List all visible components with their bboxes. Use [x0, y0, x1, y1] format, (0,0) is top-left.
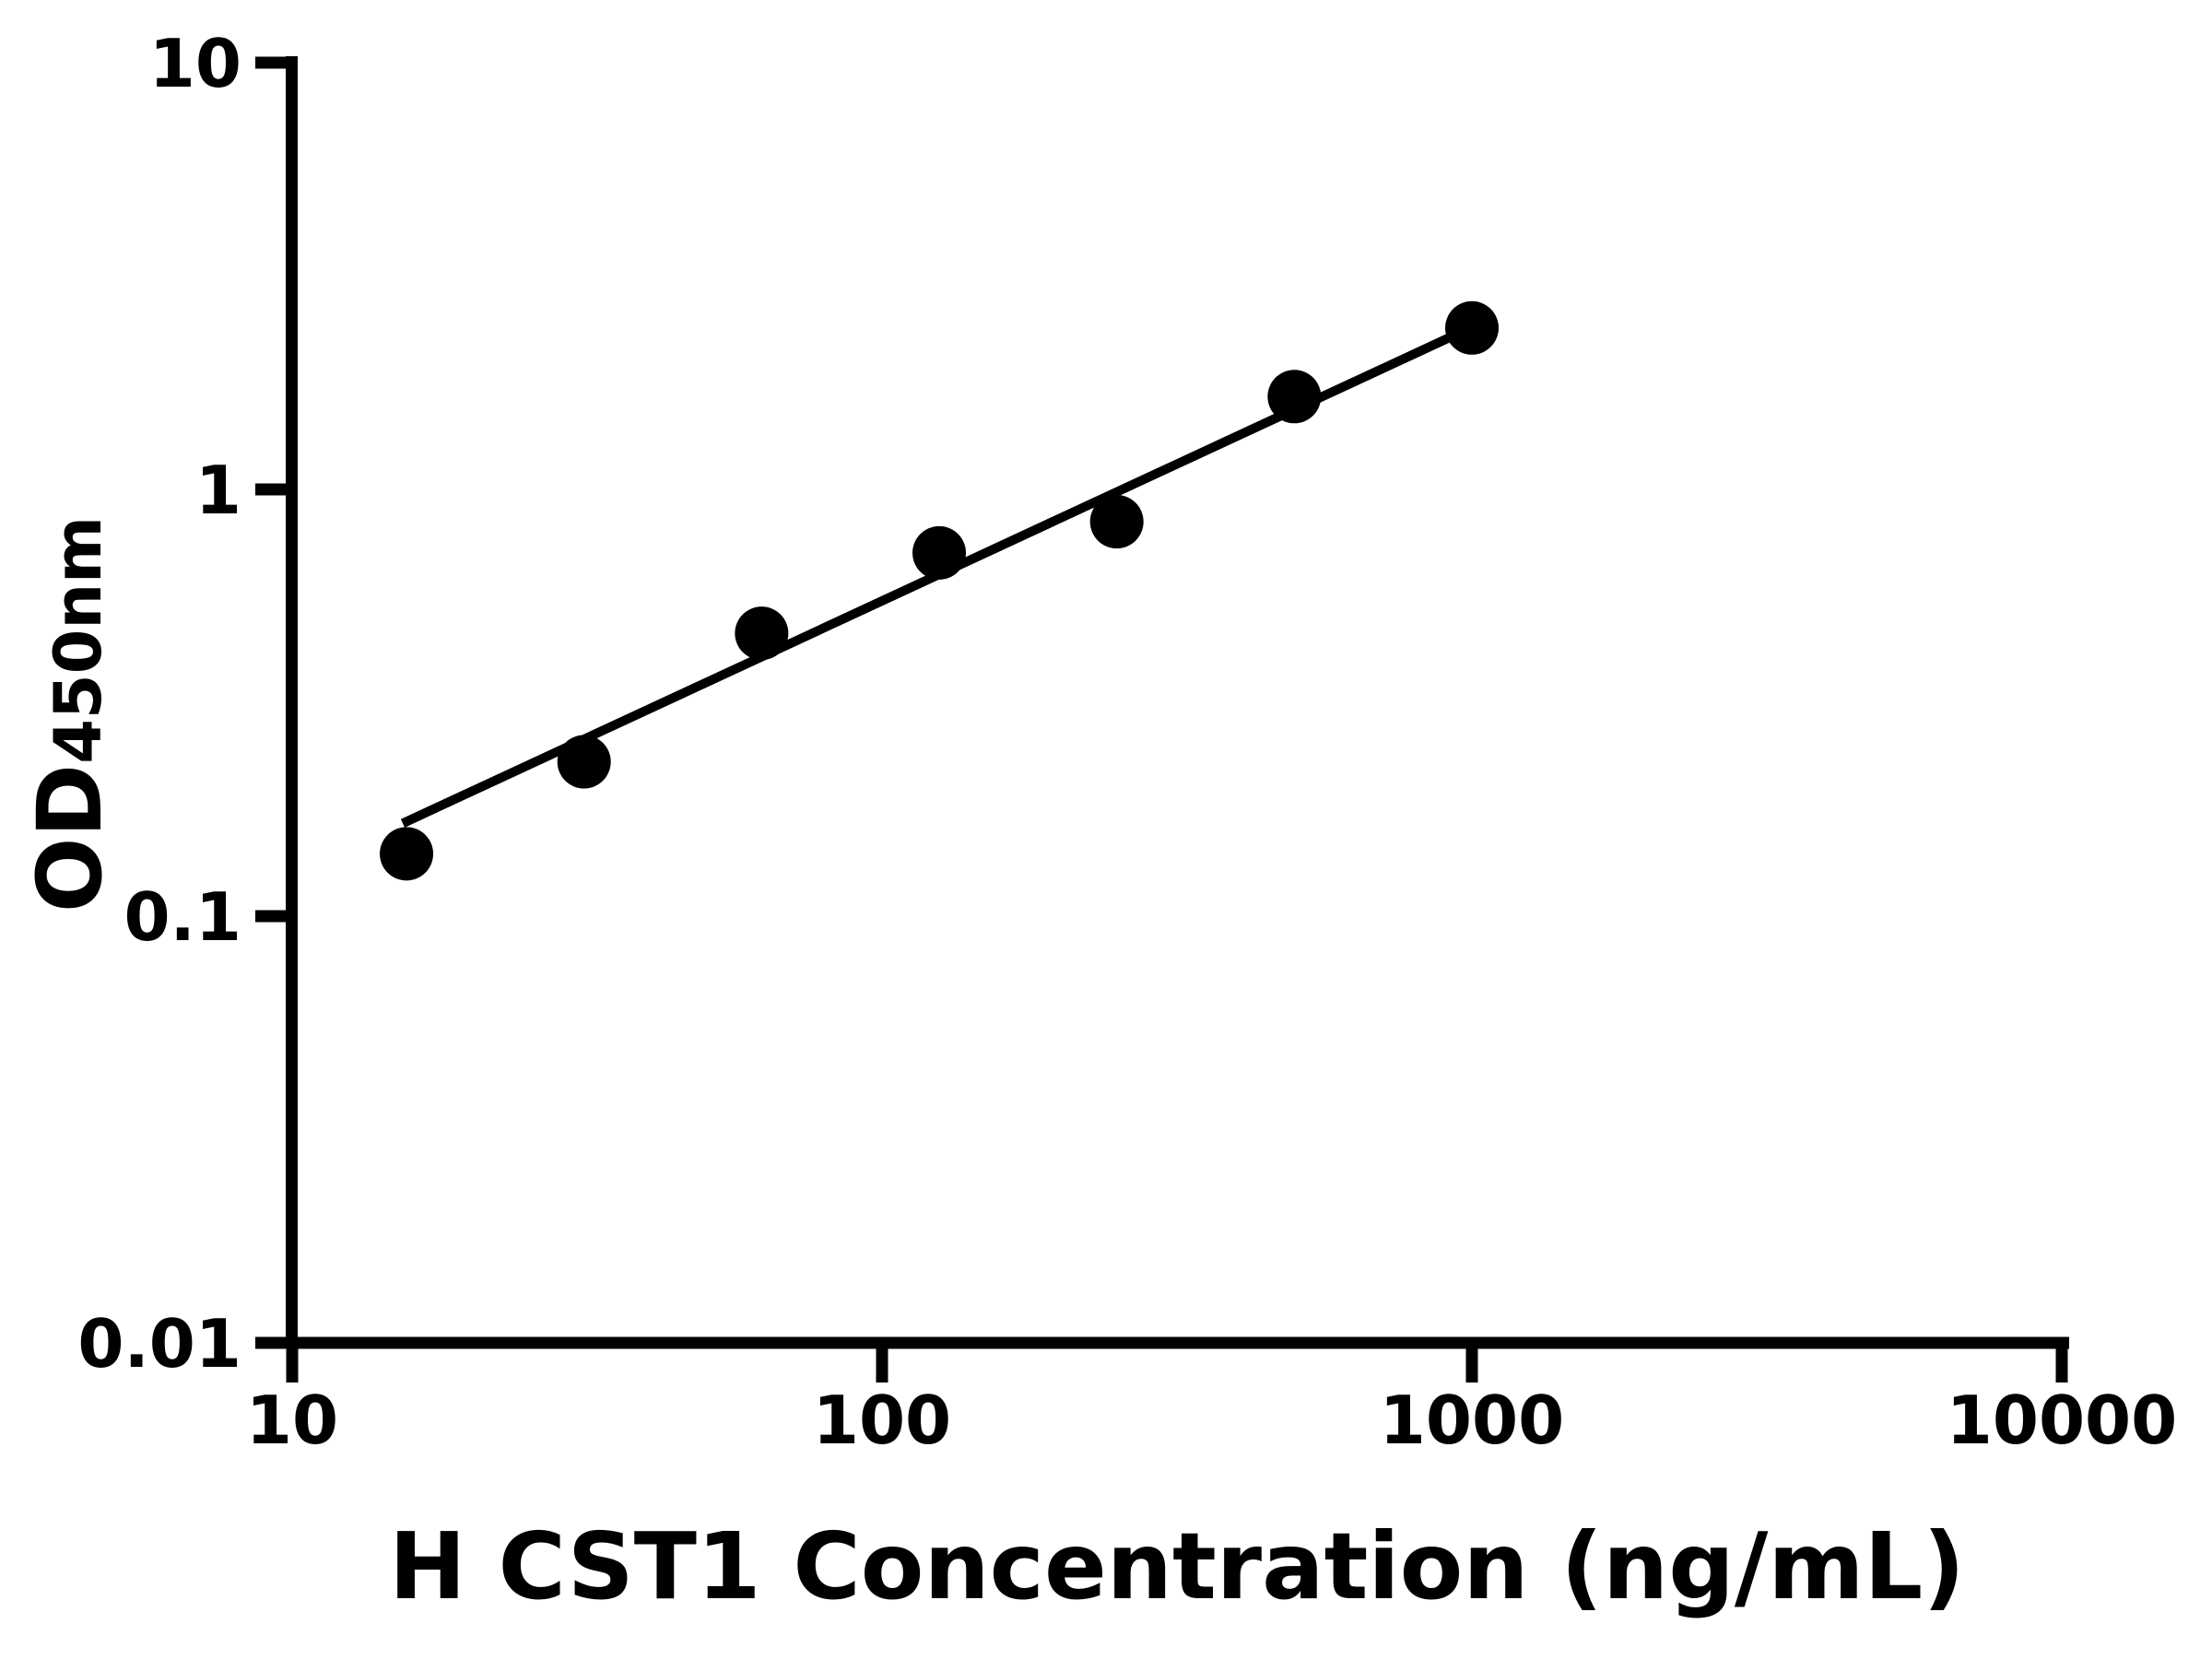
x-tick-label: 1000: [1380, 1382, 1564, 1459]
data-point: [1445, 300, 1499, 355]
data-point: [380, 827, 434, 881]
y-tick-label: 10: [149, 25, 241, 102]
data-point: [557, 735, 611, 789]
y-axis-title-sub: 450nm: [41, 515, 116, 764]
data-point: [1267, 370, 1322, 424]
data-point: [735, 606, 789, 661]
y-tick-label: 0.01: [77, 1305, 241, 1382]
x-tick-label: 10000: [1947, 1382, 2178, 1459]
y-tick-label: 0.1: [124, 878, 241, 956]
data-point: [1089, 495, 1144, 549]
y-axis-title-main: OD: [18, 763, 122, 913]
data-point: [912, 525, 967, 580]
y-axis-title: OD450nm: [18, 515, 122, 912]
x-tick-label: 100: [813, 1382, 951, 1459]
x-axis-title: H CST1 Concentration (ng/mL): [389, 1512, 1965, 1620]
y-tick-label: 1: [195, 452, 241, 529]
x-tick-label: 10: [246, 1382, 338, 1459]
